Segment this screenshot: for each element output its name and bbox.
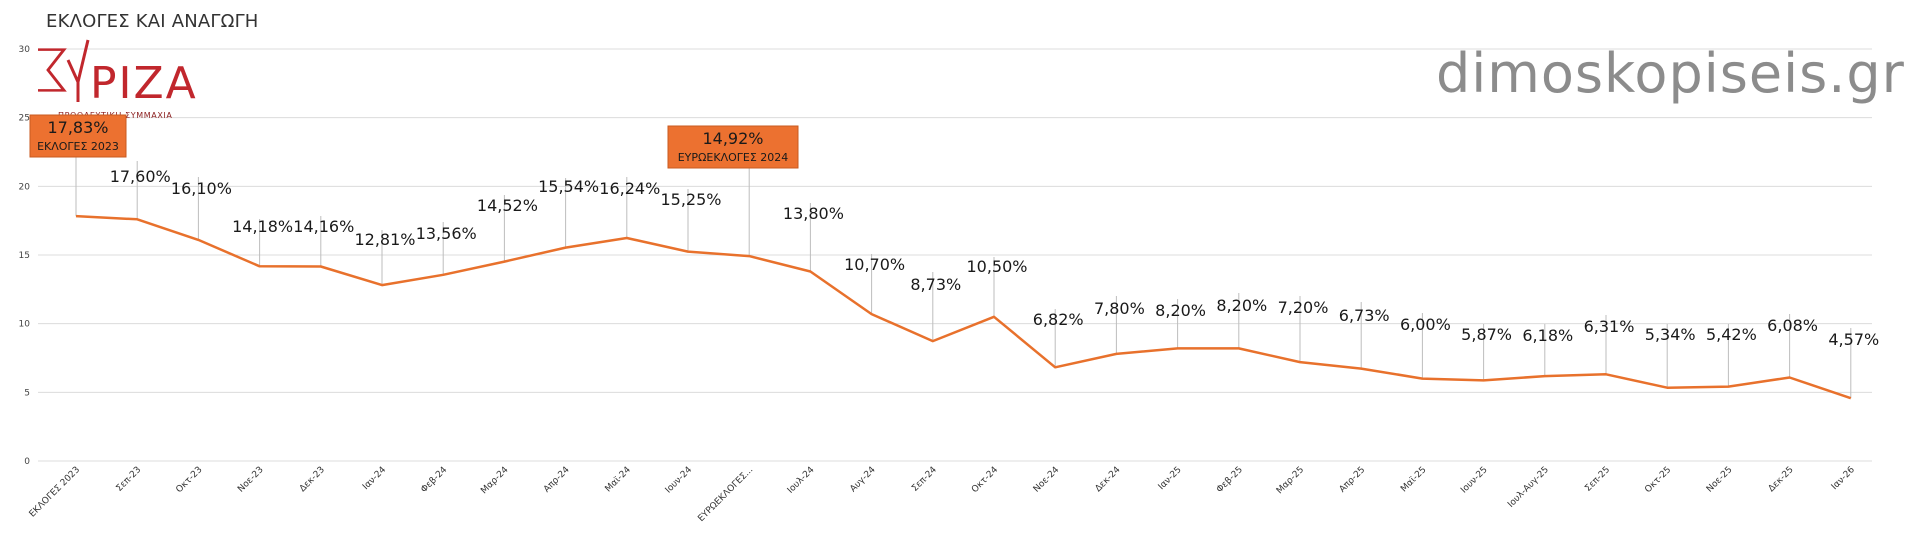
- logo-sigma-mark: [38, 48, 67, 92]
- data-label: 14,18%: [232, 217, 293, 236]
- data-label: 14,16%: [293, 217, 354, 236]
- x-tick-label: Απρ-25: [1338, 465, 1368, 495]
- data-label: 8,20%: [1155, 301, 1206, 320]
- x-tick-label: Μαρ-25: [1275, 465, 1306, 496]
- data-label: 7,20%: [1278, 298, 1329, 317]
- x-tick-label: Ιουλ-Αυγ-25: [1506, 465, 1551, 510]
- x-tick-label: Οκτ-24: [970, 465, 1000, 495]
- y-axis-ticks: 0 5 10 15 20 25 30: [19, 45, 31, 467]
- x-tick-label: Φεβ-25: [1215, 465, 1245, 495]
- label-leader-lines: [75, 130, 1852, 399]
- data-label: 6,00%: [1400, 315, 1451, 334]
- data-label: 13,80%: [783, 204, 844, 223]
- y-tick-label: 10: [19, 320, 31, 330]
- data-label: 15,25%: [660, 190, 721, 209]
- data-label: 16,24%: [599, 179, 660, 198]
- x-tick-label: Ιαν-26: [1830, 465, 1857, 492]
- x-tick-label: ΕΥΡΩΕΚΛΟΓΕΣ...: [696, 465, 755, 524]
- x-tick-label: Σεπ-23: [115, 465, 144, 494]
- data-label: 6,73%: [1339, 306, 1390, 325]
- x-tick-label: Μαϊ-25: [1399, 465, 1428, 494]
- data-label: 6,18%: [1522, 326, 1573, 345]
- x-tick-label: Δεκ-25: [1767, 465, 1796, 494]
- x-tick-label: Σεπ-25: [1583, 465, 1612, 494]
- x-tick-label: Μαϊ-24: [604, 465, 633, 494]
- x-tick-label: Νοε-25: [1705, 465, 1735, 495]
- data-label: 5,42%: [1706, 325, 1757, 344]
- x-tick-label: Ιαν-24: [361, 465, 388, 492]
- x-tick-label: ΕΚΛΟΓΕΣ 2023: [28, 465, 82, 519]
- x-tick-label: Μαρ-24: [479, 465, 510, 496]
- callout-text: ΕΚΛΟΓΕΣ 2023: [37, 140, 119, 153]
- x-tick-label: Οκτ-23: [174, 465, 204, 495]
- x-tick-label: Απρ-24: [542, 465, 572, 495]
- data-label: 6,08%: [1767, 316, 1818, 335]
- x-axis-ticks: ΕΚΛΟΓΕΣ 2023 Σεπ-23 Οκτ-23 Νοε-23 Δεκ-23 Ιαν-…: [28, 465, 1857, 524]
- x-tick-label: Ιαν-25: [1157, 465, 1184, 492]
- data-label: 8,20%: [1216, 296, 1267, 315]
- data-label: 10,50%: [966, 257, 1027, 276]
- y-tick-label: 15: [19, 251, 30, 261]
- callout-box: 17,83% ΕΚΛΟΓΕΣ 2023: [29, 114, 127, 158]
- data-label: 17,60%: [110, 167, 171, 186]
- x-tick-label: Ιουλ-24: [786, 465, 817, 496]
- x-tick-label: Σεπ-24: [910, 465, 939, 494]
- x-tick-label: Φεβ-24: [419, 465, 449, 495]
- x-tick-label: Ιουν-24: [664, 465, 695, 496]
- y-tick-label: 25: [19, 114, 30, 124]
- series-line: [75, 214, 1852, 400]
- watermark: dimoskopiseis.gr: [1436, 42, 1905, 105]
- callout-rect: [667, 125, 799, 169]
- x-tick-label: Δεκ-23: [298, 465, 327, 494]
- callout-box: 14,92% ΕΥΡΩΕΚΛΟΓΕΣ 2024: [667, 125, 799, 169]
- x-tick-label: Νοε-23: [236, 465, 266, 495]
- data-label: 16,10%: [171, 179, 232, 198]
- data-label: 6,82%: [1033, 310, 1084, 329]
- page-title: ΕΚΛΟΓΕΣ ΚΑΙ ΑΝΑΓΩΓΗ: [46, 11, 259, 32]
- y-tick-label: 20: [19, 182, 31, 192]
- x-tick-label: Νοε-24: [1032, 465, 1062, 495]
- data-labels: 17,60%16,10%14,18% 14,16%12,81% 13,56%14,5…: [110, 167, 1880, 349]
- data-label: 5,34%: [1645, 325, 1696, 344]
- data-label: 15,54%: [538, 177, 599, 196]
- data-label: 8,73%: [910, 275, 961, 294]
- x-tick-label: Αυγ-24: [848, 465, 877, 494]
- x-tick-label: Ιουν-25: [1459, 465, 1489, 495]
- data-label: 12,81%: [354, 230, 415, 249]
- logo-wordmark: ΡΙΖΑ: [90, 58, 198, 109]
- callout-rect: [29, 114, 127, 158]
- gridlines: [38, 48, 1872, 462]
- data-label: 7,80%: [1094, 299, 1145, 318]
- data-label: 13,56%: [416, 224, 477, 243]
- data-label: 6,31%: [1584, 317, 1635, 336]
- data-label: 4,57%: [1828, 330, 1879, 349]
- callout-value-label: 14,92%: [702, 129, 763, 148]
- callouts: 17,83% ΕΚΛΟΓΕΣ 2023 14,92% ΕΥΡΩΕΚΛΟΓΕΣ 2024: [29, 114, 799, 169]
- syriza-logo: ΡΙΖΑ ΠΡΟΟΔΕΥΤΙΚΗ ΣΥΜΜΑΧΙΑ: [38, 39, 198, 120]
- data-label: 14,52%: [477, 196, 538, 215]
- x-tick-label: Οκτ-25: [1643, 465, 1673, 495]
- y-tick-label: 0: [24, 457, 30, 467]
- y-tick-label: 30: [19, 45, 31, 55]
- callout-text: ΕΥΡΩΕΚΛΟΓΕΣ 2024: [678, 151, 789, 164]
- logo-y-mark: [66, 39, 90, 102]
- y-tick-label: 5: [24, 388, 30, 398]
- callout-value-label: 17,83%: [47, 118, 108, 137]
- data-label: 10,70%: [844, 255, 905, 274]
- x-tick-label: Δεκ-24: [1094, 465, 1123, 494]
- data-label: 5,87%: [1461, 325, 1512, 344]
